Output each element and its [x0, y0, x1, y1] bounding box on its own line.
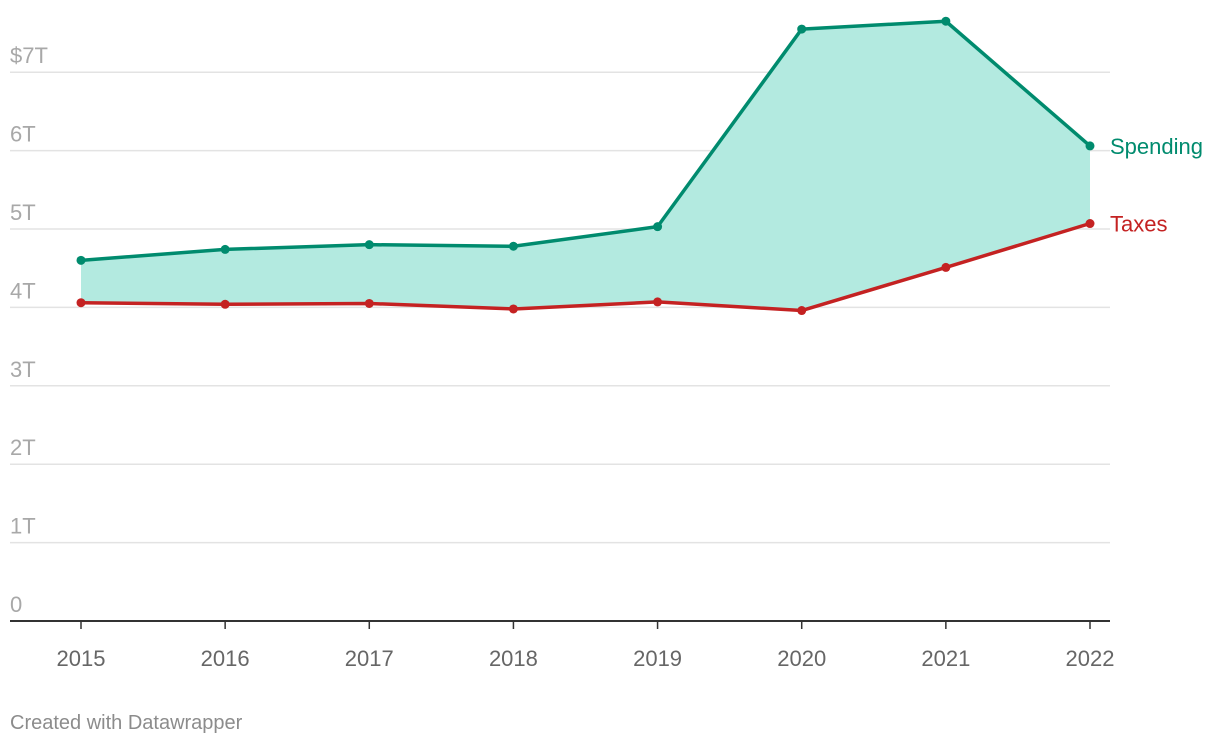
data-point-taxes	[364, 298, 374, 308]
series-line-taxes	[79, 221, 1092, 313]
credit-text: Created with Datawrapper	[10, 712, 243, 734]
series-line-spending	[79, 19, 1092, 263]
data-point-taxes	[1085, 219, 1095, 229]
data-point-spending	[220, 244, 230, 254]
x-tick-label: 2019	[633, 646, 682, 671]
x-tick-label: 2015	[57, 646, 106, 671]
data-point-taxes	[653, 297, 663, 307]
area-fill-between	[81, 21, 1090, 311]
y-tick-label: 5T	[10, 200, 36, 225]
y-tick-label: 4T	[10, 278, 36, 303]
data-point-taxes	[797, 306, 807, 316]
line-area-chart: 0 1T 2T 3T 4T 5T 6T $7T 2015 2016 2017 2018 2019 2020…	[10, 16, 1203, 671]
series-label-taxes: Taxes	[1110, 212, 1167, 237]
x-tick-label: 2021	[921, 646, 970, 671]
data-point-spending	[653, 222, 663, 232]
x-tick-label: 2020	[777, 646, 826, 671]
data-point-taxes	[941, 262, 951, 272]
x-tick-label: 2017	[345, 646, 394, 671]
data-point-taxes	[76, 298, 86, 308]
y-tick-label: 1T	[10, 514, 36, 539]
data-point-spending	[941, 16, 951, 26]
data-point-spending	[364, 240, 374, 250]
data-point-taxes	[508, 304, 518, 314]
data-point-spending	[76, 255, 86, 265]
y-tick-label: 0	[10, 592, 22, 617]
x-tick-label: 2022	[1066, 646, 1115, 671]
data-point-spending	[1085, 141, 1095, 151]
y-tick-label: $7T	[10, 43, 48, 68]
y-tick-label: 2T	[10, 435, 36, 460]
data-point-spending	[508, 241, 518, 251]
x-tick-label: 2018	[489, 646, 538, 671]
y-tick-label: 6T	[10, 122, 36, 147]
x-tick-label: 2016	[201, 646, 250, 671]
y-tick-label: 3T	[10, 357, 36, 382]
data-point-taxes	[220, 299, 230, 309]
data-point-spending	[797, 24, 807, 34]
series-label-spending: Spending	[1110, 134, 1203, 159]
